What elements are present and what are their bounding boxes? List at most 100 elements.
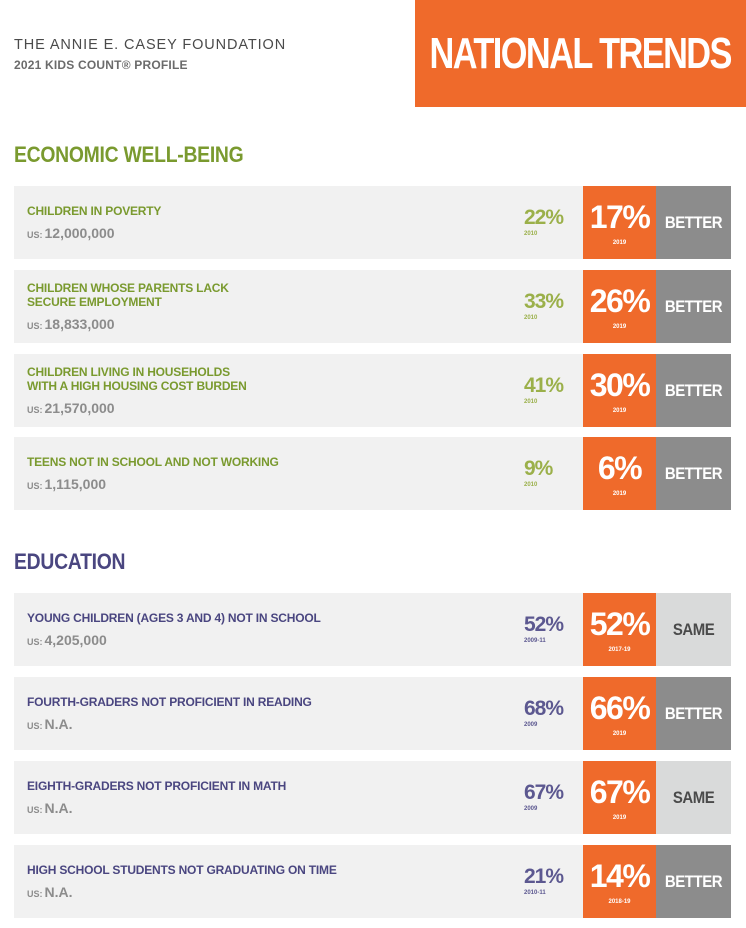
indicator-row: FOURTH-GRADERS NOT PROFICIENT IN READING… [14, 677, 731, 750]
us-count: US: 12,000,000 [27, 225, 115, 241]
previous-year: 2010 [524, 231, 538, 237]
indicator-label: TEENS NOT IN SCHOOL AND NOT WORKING [27, 455, 279, 469]
current-value: 6% [597, 450, 643, 486]
current-year: 2019 [612, 731, 627, 737]
trend-badge: BETTER [656, 677, 731, 750]
current-value: 67% [589, 774, 651, 810]
current-year: 2019 [612, 240, 627, 246]
us-count: US: 1,115,000 [27, 476, 106, 492]
us-count: US: 4,205,000 [27, 632, 107, 648]
trend-badge: BETTER [656, 186, 731, 259]
section-title-education: EDUCATION [14, 549, 126, 574]
current-value: 17% [589, 199, 651, 235]
current-year: 2019 [612, 408, 627, 414]
indicator-label: CHILDREN WHOSE PARENTS LACK SECURE EMPLOY… [27, 281, 229, 309]
indicator-row: YOUNG CHILDREN (AGES 3 AND 4) NOT IN SCH… [14, 593, 731, 666]
us-count: US: N.A. [27, 884, 73, 900]
indicator-label-line: YOUNG CHILDREN (AGES 3 AND 4) NOT IN SCH… [27, 611, 321, 625]
section-title-economic: ECONOMIC WELL-BEING [14, 142, 244, 167]
current-year: 2019 [612, 491, 627, 497]
previous-year: 2010 [524, 482, 538, 488]
us-value: 4,205,000 [44, 632, 107, 648]
previous-value: 9% [524, 457, 553, 480]
previous-year: 2010-11 [524, 890, 546, 896]
us-value: 1,115,000 [44, 476, 107, 492]
indicator-label-line: CHILDREN LIVING IN HOUSEHOLDS [27, 365, 230, 379]
current-value-box: 52% 2017-19 [583, 593, 656, 666]
us-count: US: 21,570,000 [27, 400, 115, 416]
title-banner: NATIONAL TRENDS [415, 0, 746, 107]
us-tag: US: [27, 889, 43, 899]
previous-year: 2009 [524, 806, 538, 812]
us-tag: US: [27, 481, 43, 491]
us-value: 12,000,000 [44, 225, 115, 241]
us-value: N.A. [44, 716, 73, 732]
trend-label: BETTER [664, 703, 723, 723]
current-value: 26% [589, 283, 651, 319]
indicator-label-line: HIGH SCHOOL STUDENTS NOT GRADUATING ON T… [27, 863, 337, 877]
current-value-box: 6% 2019 [583, 437, 656, 510]
current-value: 66% [589, 690, 651, 726]
trend-badge: SAME [656, 761, 731, 834]
indicator-row: CHILDREN WHOSE PARENTS LACK SECURE EMPLOY… [14, 270, 731, 343]
indicator-row: CHILDREN LIVING IN HOUSEHOLDS WITH A HIGH… [14, 354, 731, 427]
indicator-label: CHILDREN LIVING IN HOUSEHOLDS WITH A HIGH… [27, 365, 247, 393]
current-value-box: 14% 2018-19 [583, 845, 656, 918]
trend-badge: BETTER [656, 437, 731, 510]
trend-label: BETTER [664, 871, 723, 891]
previous-value: 67% [524, 781, 564, 804]
indicator-label-line: WITH A HIGH HOUSING COST BURDEN [27, 379, 247, 393]
trend-label: BETTER [664, 380, 723, 400]
trend-label: BETTER [664, 463, 723, 483]
us-tag: US: [27, 321, 43, 331]
trend-badge: BETTER [656, 845, 731, 918]
current-value-box: 66% 2019 [583, 677, 656, 750]
indicator-label: YOUNG CHILDREN (AGES 3 AND 4) NOT IN SCH… [27, 611, 321, 625]
us-count: US: N.A. [27, 800, 73, 816]
us-value: 18,833,000 [44, 316, 115, 332]
indicator-label-line: SECURE EMPLOYMENT [27, 295, 162, 309]
us-tag: US: [27, 805, 43, 815]
current-year: 2019 [612, 324, 627, 330]
previous-value: 41% [524, 374, 564, 397]
indicator-row: HIGH SCHOOL STUDENTS NOT GRADUATING ON T… [14, 845, 731, 918]
indicator-label: CHILDREN IN POVERTY [27, 204, 161, 218]
us-value: 21,570,000 [44, 400, 115, 416]
current-value-box: 30% 2019 [583, 354, 656, 427]
trend-label: BETTER [664, 296, 723, 316]
trend-badge: SAME [656, 593, 731, 666]
current-year: 2017-19 [608, 647, 631, 653]
indicator-label-line: TEENS NOT IN SCHOOL AND NOT WORKING [27, 455, 279, 469]
indicator-label-line: FOURTH-GRADERS NOT PROFICIENT IN READING [27, 695, 312, 709]
page-title: NATIONAL TRENDS [429, 28, 733, 78]
current-year: 2019 [612, 815, 627, 821]
us-tag: US: [27, 637, 43, 647]
indicator-label-line: CHILDREN IN POVERTY [27, 204, 162, 218]
trend-label: SAME [672, 619, 715, 639]
previous-value: 22% [524, 206, 564, 229]
trend-label: SAME [672, 787, 715, 807]
indicator-label: FOURTH-GRADERS NOT PROFICIENT IN READING [27, 695, 312, 709]
previous-value: 33% [524, 290, 564, 313]
indicator-label-line: CHILDREN WHOSE PARENTS LACK [27, 281, 229, 295]
current-year: 2018-19 [608, 899, 631, 905]
previous-year: 2010 [524, 315, 538, 321]
previous-year: 2009-11 [524, 638, 546, 644]
us-count: US: 18,833,000 [27, 316, 115, 332]
trend-badge: BETTER [656, 270, 731, 343]
previous-value: 52% [524, 613, 564, 636]
current-value: 30% [589, 367, 651, 403]
indicator-row: CHILDREN IN POVERTY US: 12,000,000 22% 2010 1… [14, 186, 731, 259]
indicator-row: TEENS NOT IN SCHOOL AND NOT WORKING US: 1,… [14, 437, 731, 510]
previous-value: 21% [524, 865, 564, 888]
previous-year: 2009 [524, 722, 538, 728]
current-value-box: 26% 2019 [583, 270, 656, 343]
trend-badge: BETTER [656, 354, 731, 427]
header-org: THE ANNIE E. CASEY FOUNDATION [14, 37, 287, 53]
trend-label: BETTER [664, 212, 723, 232]
indicator-label-line: EIGHTH-GRADERS NOT PROFICIENT IN MATH [27, 779, 287, 793]
current-value: 14% [589, 858, 651, 894]
indicator-label: HIGH SCHOOL STUDENTS NOT GRADUATING ON T… [27, 863, 337, 877]
indicator-row: EIGHTH-GRADERS NOT PROFICIENT IN MATH US:… [14, 761, 731, 834]
indicator-label: EIGHTH-GRADERS NOT PROFICIENT IN MATH [27, 779, 286, 793]
